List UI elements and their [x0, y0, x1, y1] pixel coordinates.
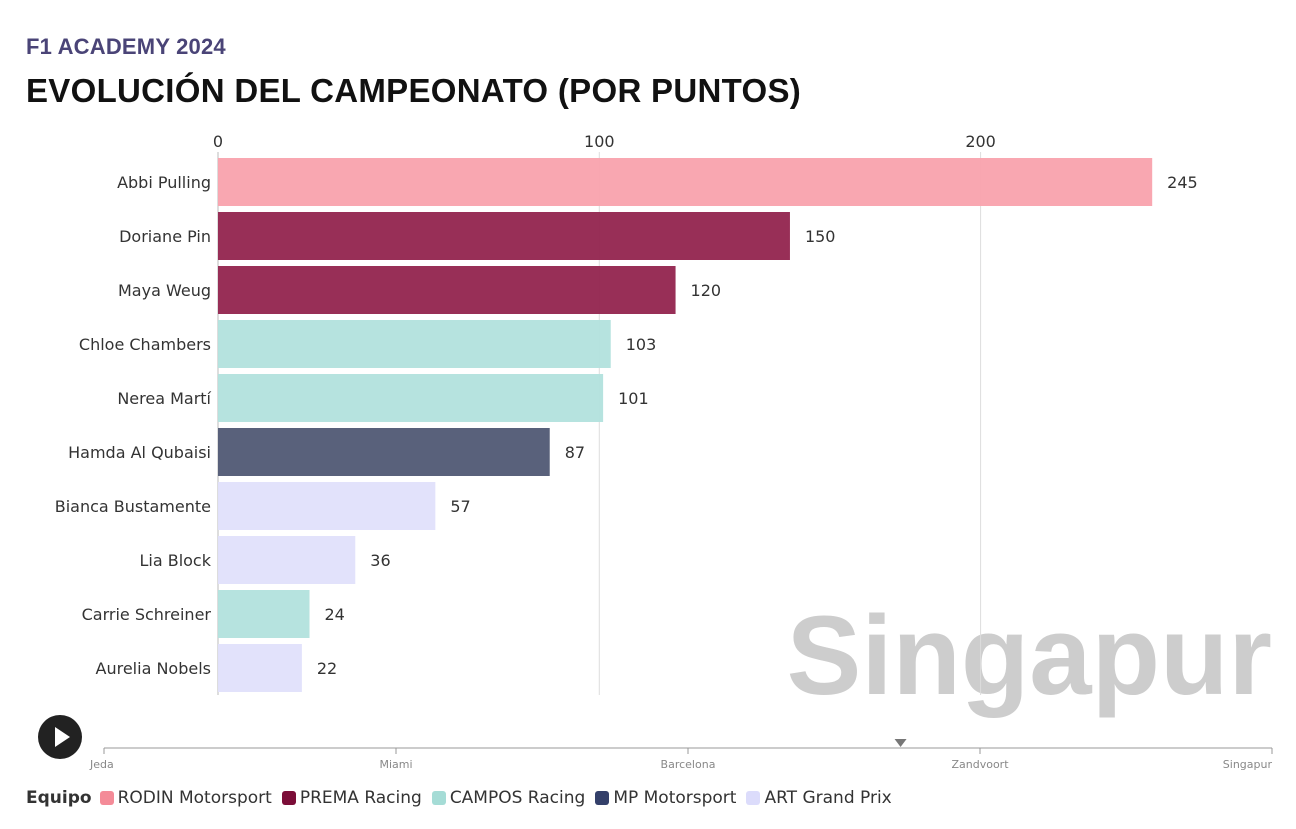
- value-label: 87: [565, 443, 585, 462]
- chart-kicker: F1 ACADEMY 2024: [26, 34, 226, 59]
- bar: [218, 644, 302, 692]
- value-label: 22: [317, 659, 337, 678]
- timeline-label: Miami: [379, 758, 412, 771]
- legend-item-mp[interactable]: MP Motorsport: [595, 788, 736, 808]
- round-watermark: Singapur: [787, 593, 1272, 718]
- category-label: Nerea Martí: [117, 389, 211, 408]
- play-icon: [55, 727, 70, 747]
- category-label: Bianca Bustamente: [55, 497, 211, 516]
- legend-title: Equipo: [26, 788, 92, 808]
- value-label: 103: [626, 335, 657, 354]
- value-label: 24: [325, 605, 345, 624]
- legend-label: RODIN Motorsport: [117, 788, 272, 808]
- category-label: Doriane Pin: [119, 227, 211, 246]
- timeline-label: Singapur: [1223, 758, 1273, 771]
- category-label: Abbi Pulling: [117, 173, 211, 192]
- category-label: Lia Block: [139, 551, 211, 570]
- legend-item-campos[interactable]: CAMPOS Racing: [431, 788, 586, 808]
- value-label: 57: [450, 497, 470, 516]
- timeline-handle: [894, 739, 907, 747]
- x-tick-label: 0: [213, 132, 223, 151]
- value-label: 150: [805, 227, 836, 246]
- legend-item-rodin[interactable]: RODIN Motorsport: [99, 788, 272, 808]
- bar: [218, 212, 790, 260]
- value-label: 120: [691, 281, 722, 300]
- x-tick-label: 200: [965, 132, 996, 151]
- legend-label: MP Motorsport: [613, 788, 737, 808]
- bar: [218, 374, 604, 422]
- value-label: 101: [618, 389, 649, 408]
- category-label: Aurelia Nobels: [96, 659, 211, 678]
- bar: [218, 428, 550, 476]
- value-label: 245: [1167, 173, 1198, 192]
- category-label: Carrie Schreiner: [82, 605, 212, 624]
- legend-item-art[interactable]: ART Grand Prix: [746, 788, 892, 808]
- legend-swatch: [746, 791, 761, 805]
- category-label: Chloe Chambers: [79, 335, 211, 354]
- legend-swatch: [595, 791, 610, 805]
- timeline-label: Jeda: [89, 758, 114, 771]
- timeline-label: Barcelona: [661, 758, 716, 771]
- bar: [218, 482, 436, 530]
- x-tick-label: 100: [584, 132, 615, 151]
- bar: [218, 158, 1153, 206]
- bar: [218, 536, 356, 584]
- bar: [218, 266, 676, 314]
- bar: [218, 320, 611, 368]
- legend-item-prema[interactable]: PREMA Racing: [281, 788, 422, 808]
- legend-label: PREMA Racing: [299, 788, 422, 808]
- legend-label: CAMPOS Racing: [449, 788, 586, 808]
- legend-swatch: [431, 791, 446, 805]
- chart-title: EVOLUCIÓN DEL CAMPEONATO (POR PUNTOS): [26, 72, 802, 109]
- legend-label: ART Grand Prix: [764, 788, 892, 808]
- play-button[interactable]: [38, 715, 82, 759]
- category-label: Maya Weug: [118, 281, 211, 300]
- bar: [218, 590, 310, 638]
- legend: Equipo RODIN Motorsport PREMA Racing CAM…: [26, 788, 902, 808]
- category-label: Hamda Al Qubaisi: [68, 443, 211, 462]
- legend-swatch: [281, 791, 296, 805]
- value-label: 36: [370, 551, 390, 570]
- legend-swatch: [99, 791, 114, 805]
- timeline-label: Zandvoort: [951, 758, 1009, 771]
